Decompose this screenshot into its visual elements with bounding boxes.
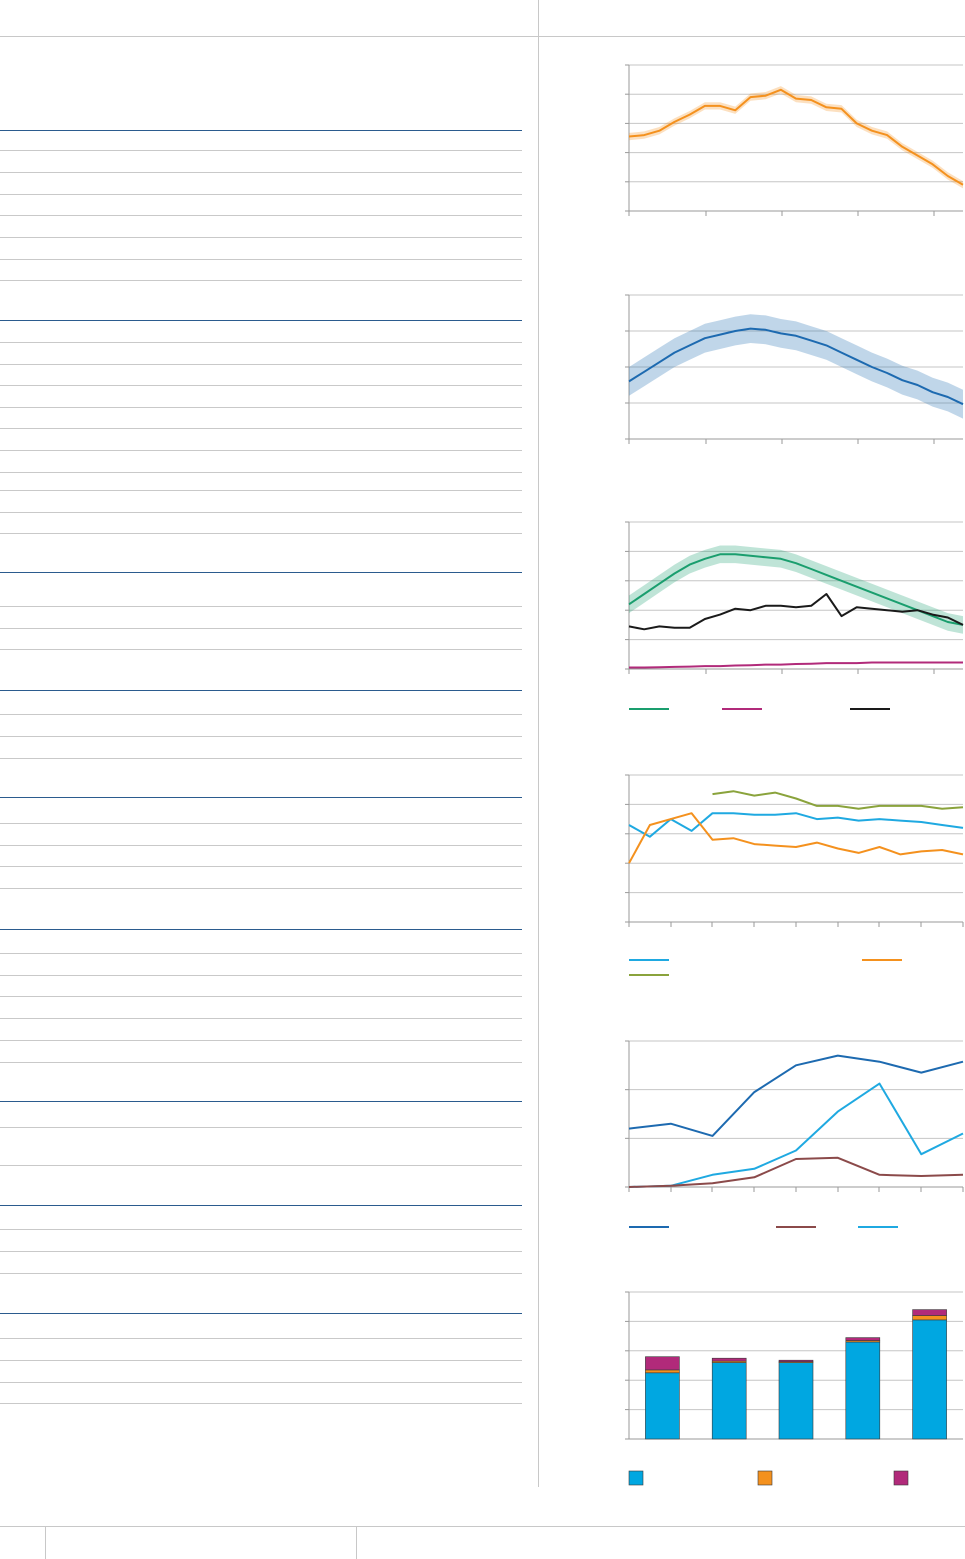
table-row-rule [0, 1403, 522, 1404]
table-header-rule [0, 320, 522, 321]
chart-frame [625, 521, 963, 674]
table-row-rule [0, 1018, 522, 1019]
table-row-rule [0, 736, 522, 737]
table-row-rule [0, 1382, 522, 1383]
table-row-rule [0, 866, 522, 867]
chart-frame [625, 64, 963, 216]
series-2-line [629, 661, 963, 669]
table-row-rule [0, 975, 522, 976]
bar-3-segment-3 [778, 1359, 814, 1362]
bar-2-segment-1 [711, 1362, 747, 1440]
series-1-line [628, 88, 964, 186]
table-row-rule [0, 628, 522, 629]
table-row-rule [0, 490, 522, 491]
series-1-line [628, 812, 964, 838]
series-2-line [628, 812, 964, 864]
table-row-rule [0, 407, 522, 408]
table-row-rule [0, 472, 522, 473]
bar-2-segment-3 [711, 1357, 747, 1362]
series-3-line [628, 593, 964, 631]
series-3-line [712, 790, 964, 810]
table-row-rule [0, 215, 522, 216]
table-row-rule [0, 150, 522, 151]
table-row-rule [0, 1251, 522, 1252]
table-header-rule [0, 929, 522, 930]
table-row-rule [0, 1062, 522, 1063]
table-row-rule [0, 996, 522, 997]
table-row-rule [0, 1165, 522, 1166]
table-header-rule [0, 690, 522, 691]
series-1-line [628, 327, 964, 406]
legend-swatch-6-3 [893, 1470, 909, 1486]
table-row-rule [0, 714, 522, 715]
table-header-rule [0, 130, 522, 131]
series-3-line [628, 1156, 964, 1188]
table-row-rule [0, 259, 522, 260]
table-header-rule [0, 1205, 522, 1206]
table-row-rule [0, 512, 522, 513]
table-header-rule [0, 1101, 522, 1102]
column-divider [538, 0, 539, 1487]
table-row-rule [0, 237, 522, 238]
table-row-rule [0, 606, 522, 607]
footer-separator-2 [356, 1526, 357, 1559]
top-divider [0, 36, 965, 37]
table-row-rule [0, 823, 522, 824]
table-header-rule [0, 797, 522, 798]
table-row-rule [0, 194, 522, 195]
footer-separator-1 [45, 1526, 46, 1559]
table-row-rule [0, 1273, 522, 1274]
series-1-line [628, 1054, 964, 1137]
legend-swatch-6-1 [628, 1470, 644, 1486]
table-row-rule [0, 450, 522, 451]
table-row-rule [0, 1127, 522, 1128]
bar-1-segment-3 [645, 1356, 680, 1371]
bar-1-segment-1 [645, 1372, 680, 1440]
table-row-rule [0, 280, 522, 281]
table-row-rule [0, 385, 522, 386]
table-row-rule [0, 953, 522, 954]
bar-4-segment-1 [845, 1341, 881, 1440]
table-row-rule [0, 364, 522, 365]
table-header-rule [0, 1313, 522, 1314]
chart-frame [625, 1040, 964, 1192]
series-1-line [628, 553, 964, 626]
table-row-rule [0, 845, 522, 846]
legend-swatch-6-2 [757, 1470, 773, 1486]
table-row-rule [0, 428, 522, 429]
series-1-band [629, 314, 963, 419]
table-row-rule [0, 1229, 522, 1230]
bar-3-segment-1 [778, 1362, 814, 1440]
table-row-rule [0, 758, 522, 759]
table-row-rule [0, 1338, 522, 1339]
chart-frame [625, 294, 963, 444]
table-row-rule [0, 172, 522, 173]
table-row-rule [0, 1360, 522, 1361]
bar-5-segment-3 [912, 1309, 947, 1316]
table-row-rule [0, 888, 522, 889]
table-row-rule [0, 533, 522, 534]
table-row-rule [0, 342, 522, 343]
table-row-rule [0, 649, 522, 650]
chart-frame [625, 774, 964, 927]
footer-divider [0, 1526, 965, 1527]
table-header-rule [0, 572, 522, 573]
bar-4-segment-3 [845, 1337, 881, 1341]
table-row-rule [0, 1040, 522, 1041]
series-2-line [628, 1082, 964, 1188]
bar-5-segment-1 [912, 1319, 947, 1440]
